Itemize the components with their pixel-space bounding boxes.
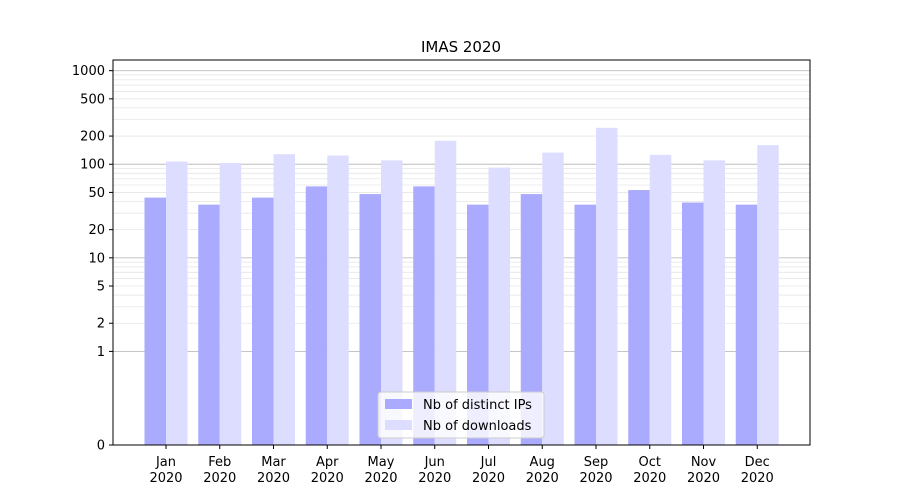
x-tick-label: Jul 2020 — [472, 455, 505, 486]
legend-swatch — [385, 420, 412, 430]
chart-title: IMAS 2020 — [421, 38, 501, 56]
bar-distinct-ips — [574, 204, 596, 445]
bar-distinct-ips — [198, 204, 220, 445]
x-axis: Jan 2020 Feb 2020 Mar 2020 Apr 2020 May 2020 Jun 20… — [149, 445, 774, 486]
bar-downloads — [434, 140, 457, 445]
plot-frame — [112, 59, 811, 446]
bar-downloads — [649, 154, 672, 445]
y-tick-label: 200 — [80, 130, 105, 145]
x-tick-label: Nov 2020 — [687, 455, 720, 486]
y-tick-label: 10 — [88, 251, 105, 266]
bar-distinct-ips — [359, 194, 381, 445]
y-axis: 0 1 2 5 10 20 50 100 200 500 1000 — [72, 64, 113, 454]
x-tick-label: Oct 2020 — [633, 455, 666, 486]
bar-downloads — [166, 161, 188, 445]
legend: Nb of distinct IPs Nb of downloads — [377, 391, 545, 439]
bar-downloads — [703, 160, 725, 445]
legend-swatch — [385, 399, 412, 409]
bar-distinct-ips — [144, 197, 166, 445]
x-tick-label: Dec 2020 — [741, 455, 774, 486]
bar-downloads — [757, 145, 779, 445]
x-tick-label: Feb 2020 — [203, 455, 236, 486]
y-tick-label: 20 — [88, 223, 105, 238]
bar-downloads — [542, 152, 564, 445]
x-tick-label: Mar 2020 — [257, 455, 290, 486]
x-tick-label: Jan 2020 — [149, 455, 182, 486]
bar-distinct-ips — [413, 186, 435, 445]
bar-distinct-ips — [628, 190, 650, 445]
bar-distinct-ips — [682, 202, 704, 445]
x-tick-label: Sep 2020 — [579, 455, 612, 486]
bars-layer — [144, 127, 779, 446]
bar-distinct-ips — [735, 204, 758, 445]
y-tick-label: 0 — [97, 439, 105, 454]
bar-distinct-ips — [467, 204, 489, 445]
y-tick-label: 1000 — [72, 64, 105, 79]
y-tick-label: 500 — [80, 92, 105, 107]
x-tick-label: Aug 2020 — [526, 455, 559, 486]
y-tick-label: 2 — [97, 317, 105, 332]
bar-distinct-ips — [520, 194, 543, 445]
bar-distinct-ips — [305, 186, 328, 445]
y-tick-label: 50 — [88, 186, 105, 201]
y-tick-label: 100 — [80, 158, 105, 173]
y-tick-label: 1 — [97, 345, 105, 360]
x-tick-label: May 2020 — [364, 455, 397, 486]
x-tick-label: Apr 2020 — [311, 455, 344, 486]
bar-downloads — [596, 127, 618, 445]
legend-label: Nb of distinct IPs — [423, 398, 532, 413]
bar-downloads — [327, 155, 349, 445]
bar-distinct-ips — [252, 197, 274, 445]
legend-box — [377, 391, 545, 439]
y-tick-label: 5 — [97, 280, 105, 295]
legend-label: Nb of downloads — [423, 419, 532, 434]
bar-downloads — [381, 160, 403, 445]
bar-downloads — [488, 167, 510, 445]
x-tick-label: Jun 2020 — [418, 455, 451, 486]
bar-downloads — [219, 163, 242, 445]
bar-downloads — [273, 154, 295, 446]
